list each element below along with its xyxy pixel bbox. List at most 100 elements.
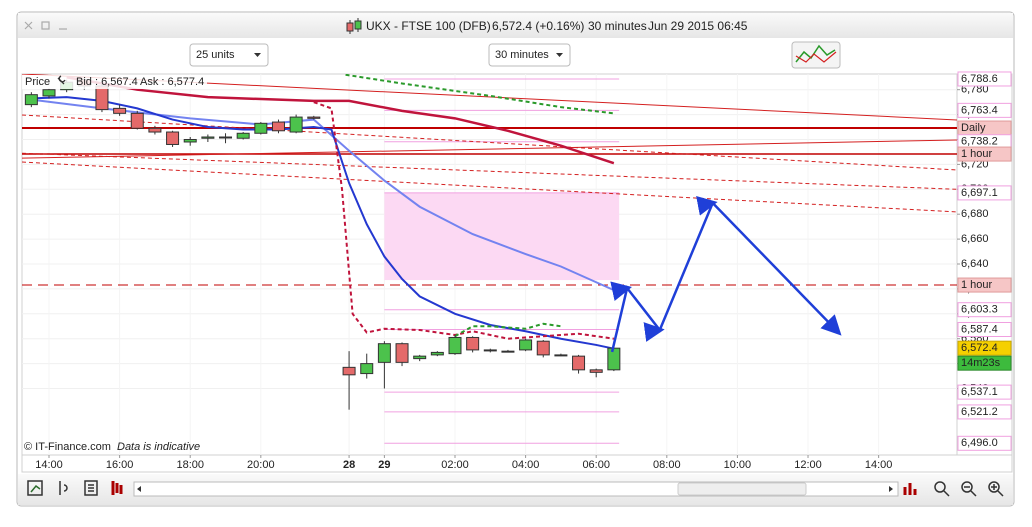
indicator-line: [22, 139, 957, 159]
price-tag-label: 6,587.4: [961, 323, 998, 335]
candle-body: [519, 339, 533, 351]
candle-body: [130, 112, 144, 129]
candle-body: [536, 340, 550, 356]
candle-body: [483, 349, 497, 352]
axes: 6,5406,5606,5806,6006,6206,6406,6606,680…: [35, 71, 1012, 471]
price-tag: [957, 340, 1012, 356]
indicator-line: [313, 101, 614, 340]
toolbar-icons-left[interactable]: [27, 480, 123, 496]
price-tag-label: 6,521.2: [961, 406, 998, 418]
x-tick-label: 10:00: [724, 459, 752, 471]
plot-area: [22, 74, 957, 444]
disclaimer: Data is indicative: [117, 441, 200, 453]
x-tick-label: 02:00: [441, 459, 469, 471]
x-tick-label: 18:00: [176, 459, 204, 471]
timer-box: [957, 355, 1012, 371]
candle-body: [342, 366, 356, 376]
candle-body: [377, 343, 391, 363]
price-tag: [957, 185, 1012, 201]
forecast-path: [610, 195, 842, 353]
copyright: © IT-Finance.com: [24, 441, 111, 453]
indicator-button[interactable]: [791, 41, 841, 69]
zone: [384, 192, 620, 281]
candle-body: [113, 107, 127, 114]
price-tag: [957, 102, 1012, 118]
x-tick-label: 14:00: [865, 459, 893, 471]
price-tag-label: Daily: [961, 122, 986, 134]
candle-body: [413, 355, 427, 360]
candle-body: [148, 127, 162, 133]
candle-body: [501, 350, 515, 353]
indicator-line: [454, 322, 562, 338]
instrument-name: UKX - FTSE 100 (DFB): [366, 19, 491, 33]
scrollbar[interactable]: [133, 481, 899, 497]
x-tick-label: 29: [378, 459, 390, 471]
price-tag: [957, 321, 1012, 337]
timer: 14m23s: [961, 357, 1001, 369]
candle-body: [24, 94, 38, 106]
price-tag-label: 1 hour: [961, 279, 993, 291]
candle-body: [589, 369, 603, 373]
x-tick-label: 08:00: [653, 459, 681, 471]
settings-icon[interactable]: [57, 75, 66, 85]
y-tick-label: 6,640: [961, 258, 989, 270]
candle-body: [254, 122, 268, 134]
price-tag-label: 6,496.0: [961, 437, 998, 449]
title-bar: [18, 13, 1013, 38]
price-tag-label: 6,788.6: [961, 73, 998, 85]
x-tick-label: 04:00: [512, 459, 540, 471]
candle-body: [572, 355, 586, 371]
indicator-line: [31, 98, 615, 292]
candle-body: [236, 132, 250, 139]
price-tag-label: 6,738.2: [961, 136, 998, 148]
candle-body: [166, 131, 180, 145]
price-tag: [957, 71, 1012, 87]
price-tag: [957, 384, 1012, 400]
candle-body: [466, 336, 480, 351]
y-tick-label: 6,660: [961, 233, 989, 245]
interval-dropdown[interactable]: 30 minutes: [488, 43, 571, 67]
window-controls[interactable]: [24, 21, 67, 30]
candle-body: [289, 116, 303, 133]
toolbar-icons-right[interactable]: [903, 481, 1004, 497]
bid: Bid : 6,567.4: [76, 76, 138, 88]
x-tick-label: 12:00: [794, 459, 822, 471]
indicator-line: [66, 76, 615, 165]
price-tag-label: 6,603.3: [961, 304, 998, 316]
dropdown-label[interactable]: 25 units: [196, 49, 235, 61]
price-tag: [957, 277, 1012, 293]
candle-body: [271, 121, 285, 132]
x-tick-label: 06:00: [582, 459, 610, 471]
price-tag: [957, 404, 1012, 420]
candle-body: [95, 85, 109, 111]
price-tag: [957, 302, 1012, 318]
candle-body: [42, 89, 56, 97]
x-tick-label: 20:00: [247, 459, 275, 471]
indicator-line: [345, 74, 614, 115]
ask: Ask : 6,577.4: [140, 76, 204, 88]
candle-body: [201, 136, 215, 139]
candle-body: [307, 116, 321, 119]
candle-body: [607, 347, 621, 371]
x-tick-label: 16:00: [106, 459, 134, 471]
instrument-icon: [346, 18, 362, 34]
candle-body: [448, 336, 462, 355]
price-tag-label: 6,572.4: [961, 342, 998, 354]
candle-body: [430, 351, 444, 356]
candle-body: [395, 343, 409, 363]
dropdown-label[interactable]: 30 minutes: [495, 49, 549, 61]
price-label-box: [22, 75, 207, 89]
interval: 30 minutes: [588, 19, 647, 33]
price-tag-label: 6,537.1: [961, 386, 998, 398]
price-tag-label: 1 hour: [961, 148, 993, 160]
price-label: Price: [25, 76, 50, 88]
indicator-line: [31, 96, 615, 350]
candle-body: [183, 138, 197, 143]
quote: 6,572.4 (+0.16%): [492, 19, 584, 33]
candle-body: [360, 363, 374, 375]
units-dropdown[interactable]: 25 units: [189, 43, 269, 67]
x-tick-label: 14:00: [35, 459, 63, 471]
candle-body: [219, 136, 233, 139]
